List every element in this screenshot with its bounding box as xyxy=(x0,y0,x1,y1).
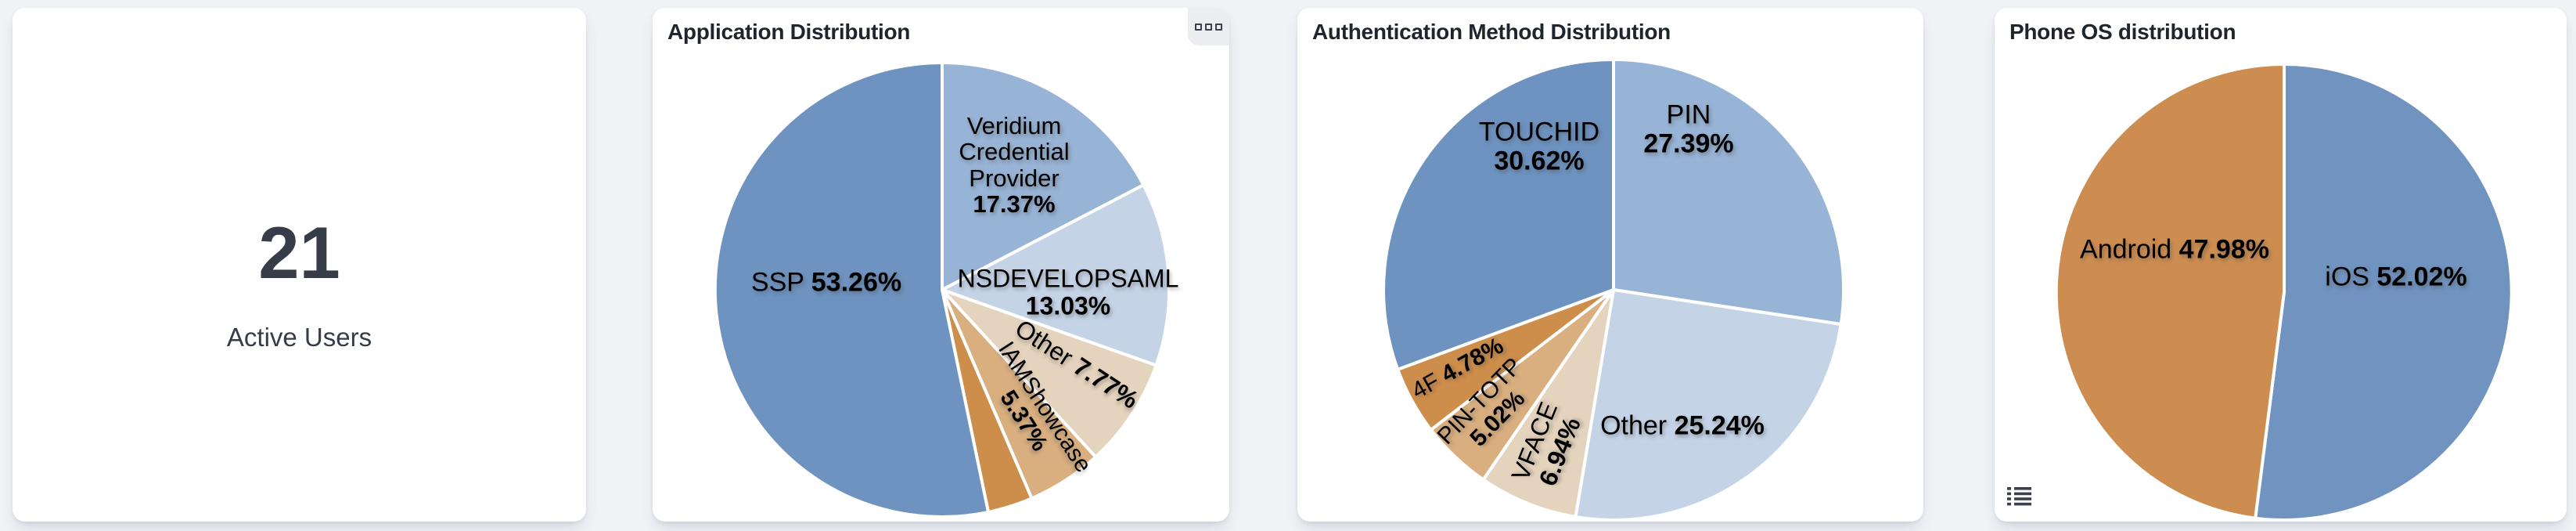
pie-slice-ios[interactable] xyxy=(2254,63,2513,522)
pie-label-android: Android 47.98% xyxy=(2080,234,2269,265)
pie-slice-vface[interactable] xyxy=(1481,288,1615,518)
pie-slice-android[interactable] xyxy=(2054,63,2286,520)
card-title: Application Distribution xyxy=(667,20,911,44)
active-users-value: 21 xyxy=(258,211,340,294)
pie-slice-touchid[interactable] xyxy=(1382,58,1615,371)
application-distribution-card: Application Distribution Veridium Credent… xyxy=(653,8,1229,522)
phone-os-card: Phone OS distribution iOS 52.02% Android … xyxy=(1995,8,2567,522)
menu-square-icon xyxy=(1195,23,1202,31)
authentication-method-card: Authentication Method Distribution PIN 27… xyxy=(1297,8,1923,522)
card-title: Phone OS distribution xyxy=(2009,20,2236,44)
pie-slice-other[interactable] xyxy=(941,288,1158,459)
pie-label-ios: iOS 52.02% xyxy=(2325,262,2467,292)
pie-label-ssp: SSP 53.26% xyxy=(750,267,902,298)
pie-slice-pin[interactable] xyxy=(1612,58,1846,326)
list-legend-icon[interactable] xyxy=(2007,486,2031,507)
active-users-label: Active Users xyxy=(226,323,372,352)
menu-square-icon xyxy=(1205,23,1212,31)
authentication-method-pie: PIN 27.39% Other 25.24% VFACE 6.94% PIN-TOTP 5… xyxy=(1297,8,1923,522)
pie-label-pin: PIN 27.39% xyxy=(1643,99,1734,158)
phone-os-pie: iOS 52.02% Android 47.98% xyxy=(1995,8,2567,522)
pie-slice-veridium-credential-provider[interactable] xyxy=(941,61,1146,291)
application-distribution-pie: Veridium Credential Provider 17.37% NSDEVELO… xyxy=(653,8,1229,522)
pie-label-veridium-credential-provider: Veridium Credential Provider 17.37% xyxy=(959,112,1070,219)
card-title: Authentication Method Distribution xyxy=(1312,20,1671,44)
pie-label-nsdevelopsaml: NSDEVELOPSAML 13.03% xyxy=(957,264,1179,320)
pie-slice-other[interactable] xyxy=(1574,288,1843,522)
pie-label-other: Other 25.24% xyxy=(1600,410,1765,441)
active-users-card: 21 Active Users xyxy=(13,8,586,522)
pie-slice-nsdevelopsaml[interactable] xyxy=(941,183,1171,367)
pie-slice-ssp[interactable] xyxy=(713,61,990,518)
widget-menu-icon[interactable] xyxy=(1188,8,1229,45)
menu-square-icon xyxy=(1215,23,1222,31)
pie-label-touchid: TOUCHID 30.62% xyxy=(1478,117,1600,175)
